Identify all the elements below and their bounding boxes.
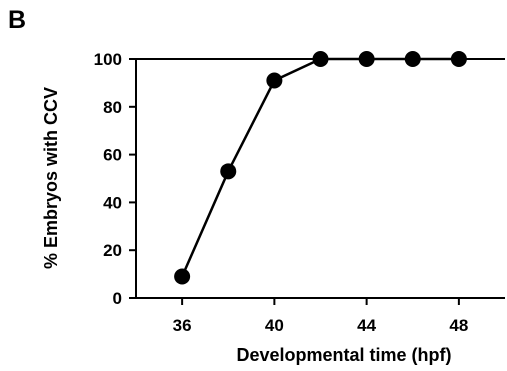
y-tick-label: 40 (103, 193, 122, 212)
y-tick-label: 60 (103, 146, 122, 165)
x-tick-label: 44 (357, 316, 376, 335)
data-point (450, 51, 467, 67)
data-point (174, 268, 191, 285)
data-point (312, 51, 329, 67)
y-tick-label: 20 (103, 241, 122, 260)
x-tick-label: 40 (265, 316, 284, 335)
ticks: 0 20 40 60 80 100 36 40 44 48 (94, 50, 469, 335)
series-group (174, 51, 467, 285)
data-point (358, 51, 375, 67)
x-tick-label: 36 (173, 316, 192, 335)
y-tick-label: 80 (103, 98, 122, 117)
data-point (220, 163, 237, 180)
axes (135, 58, 505, 299)
x-axis-label: Developmental time (hpf) (236, 345, 451, 365)
data-point (404, 51, 421, 67)
y-axis-label: % Embryos with CCV (41, 87, 61, 269)
x-tick-label: 48 (449, 316, 468, 335)
data-point (266, 72, 283, 89)
y-tick-label: 100 (94, 50, 122, 69)
panel-letter: B (8, 6, 27, 34)
y-tick-label: 0 (113, 289, 122, 308)
